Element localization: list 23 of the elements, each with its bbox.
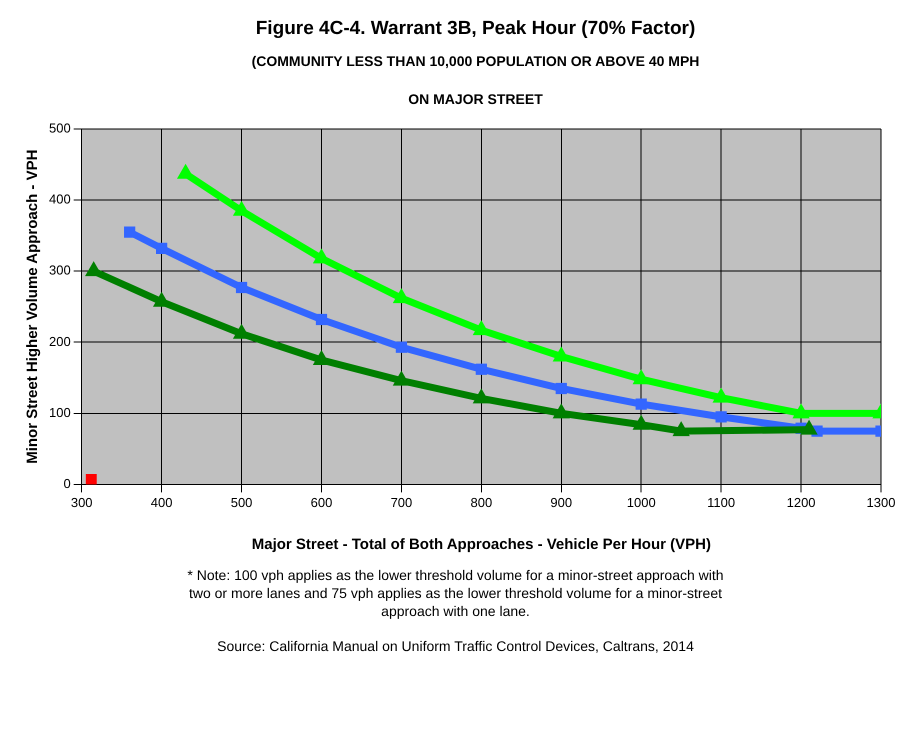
x-tick-label: 400 [150, 494, 172, 510]
x-tick-label: 900 [550, 494, 572, 510]
text: * Note: 100 vph applies as the lower threshold volume for a minor-street approach with two or more lanes and 75 vph applies as the lower threshold volume for a minor-street approach with one lane. [186, 566, 725, 620]
x-tick-label: 1000 [626, 494, 656, 510]
text: (COMMUNITY LESS THAN 10,000 POPULATION OR ABOVE 40 MPH ON MAJOR STREET [252, 53, 700, 107]
x-tick-label: 600 [310, 494, 332, 510]
y-tick-label: 0 [63, 476, 71, 491]
x-axis-title: Major Street - Total of Both Approaches - Vehicle Per Hour (VPH) [252, 536, 711, 554]
x-tick-label: 500 [230, 494, 252, 510]
x-tick-label: 800 [470, 494, 492, 510]
x-tick-label: 700 [390, 494, 412, 510]
x-tick-label: 1300 [866, 494, 896, 510]
y-tick-label: 500 [48, 120, 71, 136]
x-tick-label: 1100 [707, 494, 736, 510]
source-note: Source: California Manual on Uniform Traffic Control Devices, Caltrans, 2014 [216, 638, 695, 654]
y-axis-title: Minor Street Higher Volume Approach - VPH [24, 150, 42, 464]
x-tick-label: 300 [70, 494, 93, 510]
y-tick-label: 300 [48, 262, 71, 278]
y-tick-label: 400 [48, 192, 71, 207]
x-tick-label: 1200 [786, 494, 816, 510]
y-tick-label: 100 [48, 404, 71, 420]
chart-title: Figure 4C-4. Warrant 3B, Peak Hour (70% Factor) [254, 18, 696, 40]
y-tick-label: 200 [48, 334, 71, 349]
